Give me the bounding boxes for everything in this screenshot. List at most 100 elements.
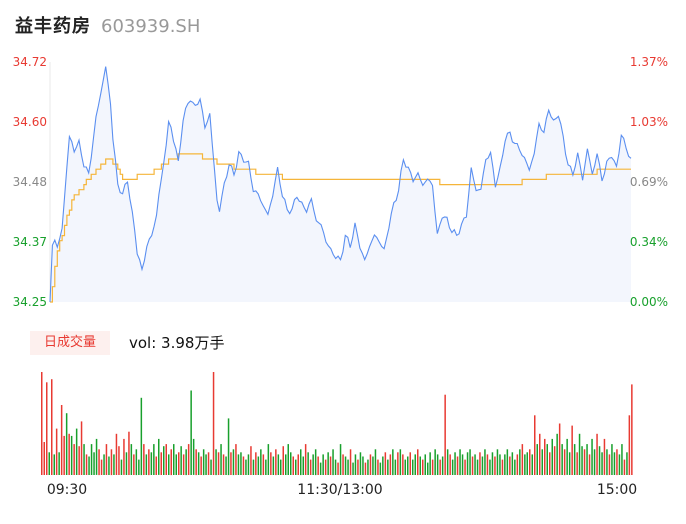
volume-bar (160, 452, 162, 475)
volume-bar (367, 459, 369, 475)
volume-bar (168, 454, 170, 475)
time-axis: 09:30 11:30/13:00 15:00 (47, 482, 637, 498)
volume-bar (60, 405, 63, 475)
volume-bar (130, 444, 133, 475)
volume-bar (414, 454, 416, 475)
volume-bar (225, 456, 227, 475)
volume-bar (618, 454, 621, 475)
volume-bar (173, 444, 175, 475)
volume-bar (262, 454, 265, 475)
volume-bar (295, 459, 297, 475)
volume-bar (300, 449, 302, 476)
volume-bar (217, 452, 220, 475)
volume-bar (352, 462, 354, 475)
daily-volume-tag[interactable]: 日成交量 (30, 331, 110, 355)
volume-bar (237, 454, 240, 475)
volume-bar (260, 449, 262, 476)
volume-bar (591, 438, 593, 475)
volume-bar (359, 452, 362, 475)
volume-bar (446, 449, 449, 476)
volume-bar (392, 449, 394, 476)
volume-bar (48, 452, 50, 475)
volume-bar (379, 462, 382, 475)
volume-bar (257, 456, 260, 475)
percent-tick-label: 0.34% (630, 235, 668, 249)
volume-bar (80, 421, 83, 475)
volume-bar (553, 446, 556, 475)
volume-bar (606, 449, 608, 476)
average-price-line (50, 153, 631, 303)
volume-bar (422, 459, 424, 475)
volume-bar (275, 449, 277, 476)
volume-bar (476, 459, 479, 475)
volume-bar (280, 459, 282, 475)
volume-bar (558, 423, 561, 475)
price-tick-label: 34.25 (13, 295, 47, 309)
volume-bar (222, 454, 225, 475)
volume-bar (494, 456, 496, 475)
volume-bar (628, 415, 631, 475)
volume-bar (349, 449, 352, 476)
volume-bar (287, 444, 289, 475)
volume-bar (43, 442, 45, 475)
volume-bar (563, 449, 566, 476)
volume-bar (561, 444, 563, 475)
volume-bar (588, 454, 591, 475)
volume-bar (431, 459, 434, 475)
volume-bar (100, 459, 103, 475)
volume-bar (68, 433, 70, 475)
volume-bar (55, 428, 58, 475)
volume-bar (626, 452, 628, 475)
volume-bar (511, 452, 514, 475)
volume-bar (394, 459, 397, 475)
percent-axis: 1.37% 1.03% 0.69% 0.34% 0.00% (630, 55, 668, 309)
volume-bar (544, 438, 546, 475)
volume-bar (466, 452, 469, 475)
volume-bar (123, 438, 125, 475)
volume-bar (524, 454, 526, 475)
volume-bar (534, 415, 536, 475)
volume-bar (601, 452, 603, 475)
volume-bar (240, 452, 242, 475)
volume-bar (155, 456, 157, 475)
percent-tick-label: 0.69% (630, 175, 668, 189)
volume-bar (546, 444, 548, 475)
volume-bar (486, 454, 489, 475)
price-line (49, 66, 632, 303)
volume-bar (319, 462, 322, 475)
volume-bar (302, 456, 304, 475)
volume-bar (232, 449, 235, 476)
volume-bar (267, 444, 270, 475)
volume-bar (192, 438, 195, 475)
volume-bar (324, 459, 327, 475)
volume-bar (384, 452, 387, 475)
volume-bar (621, 444, 623, 475)
volume-bar (292, 456, 294, 475)
price-axis: 34.72 34.60 34.48 34.37 34.25 (13, 55, 47, 309)
volume-bar (616, 449, 618, 476)
volume-bar (110, 449, 113, 476)
volume-bar (85, 454, 88, 475)
volume-bar (424, 454, 426, 475)
volume-bar (354, 454, 357, 475)
volume-bar (402, 454, 404, 475)
volume-bar (583, 449, 586, 476)
volume-bar (496, 449, 499, 476)
volume-bar (474, 454, 476, 475)
volume-bar (312, 454, 314, 475)
volume-bar (454, 452, 456, 475)
volume-bar (397, 452, 399, 475)
volume-bar (603, 438, 606, 475)
volume-bar (185, 449, 187, 476)
volume-bar (272, 456, 275, 475)
volume-bar (409, 452, 411, 475)
volume-bar (207, 452, 210, 475)
volume-bar (369, 454, 372, 475)
time-tick-label: 09:30 (47, 482, 87, 498)
volume-bar (399, 449, 402, 476)
volume-bar (469, 449, 471, 476)
volume-bar (133, 454, 135, 475)
percent-tick-label: 1.03% (630, 115, 668, 129)
volume-bar (128, 431, 130, 475)
